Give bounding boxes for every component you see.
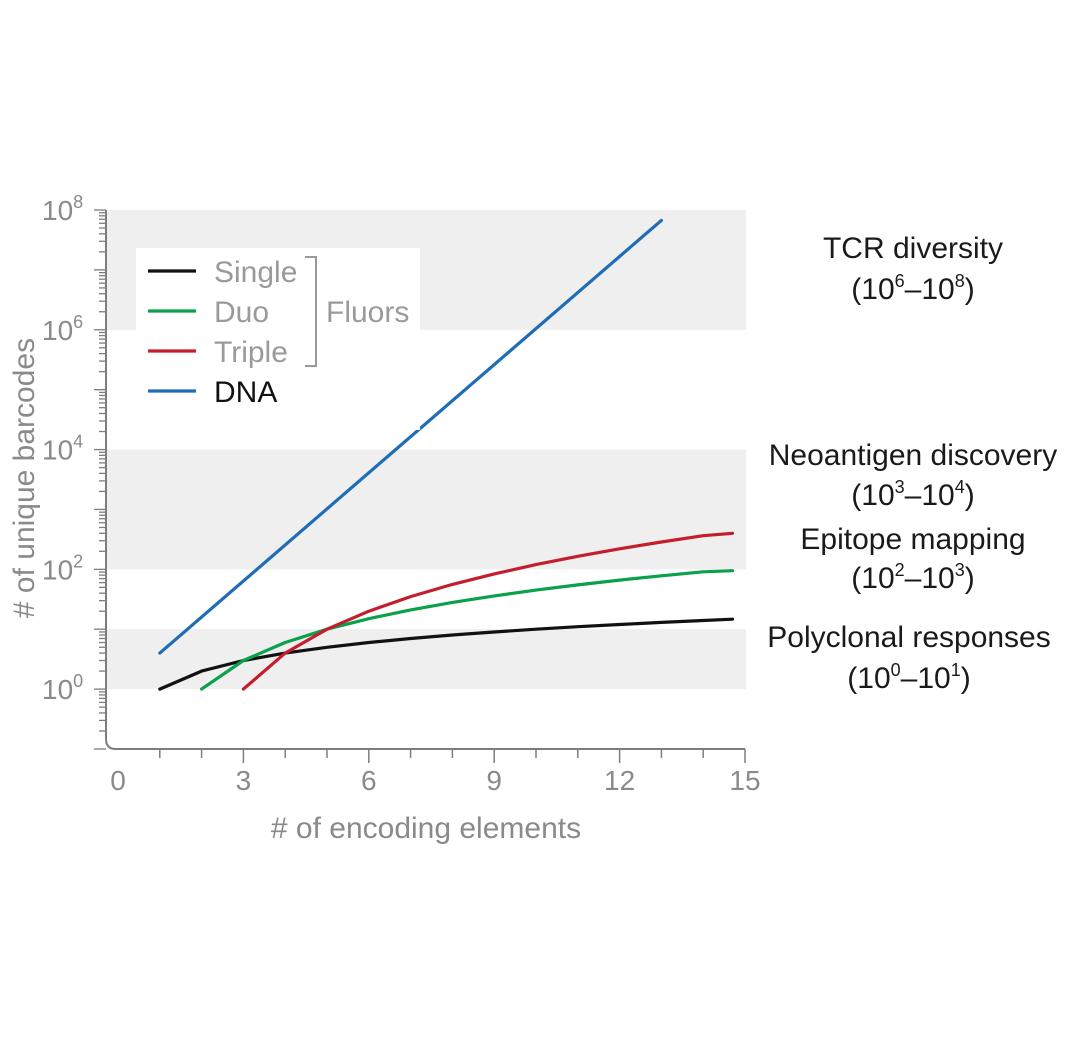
y-tick-label: 102 xyxy=(42,551,83,585)
region-range: (102–103) xyxy=(851,560,974,595)
x-tick-label: 9 xyxy=(486,765,502,796)
legend-label-duo: Duo xyxy=(214,296,269,329)
region-label: TCR diversity xyxy=(823,232,1003,265)
region-bands xyxy=(106,210,746,690)
region-labels: TCR diversity (106–108) Neoantigen discove… xyxy=(767,232,1057,695)
series-line-dna xyxy=(158,218,664,655)
x-tick-label: 0 xyxy=(110,765,126,796)
x-tick-label: 12 xyxy=(604,765,635,796)
legend-bracket xyxy=(305,256,317,367)
legend-box xyxy=(136,248,420,430)
legend-group-label: Fluors xyxy=(326,296,409,329)
x-tick-label: 3 xyxy=(236,765,252,796)
axes: 0 3 6 9 12 15 100 102 104 106 108 xyxy=(42,192,761,796)
series-line-triple xyxy=(241,531,735,691)
region-range: (106–108) xyxy=(851,271,974,306)
region-label: Epitope mapping xyxy=(800,523,1025,556)
region-band xyxy=(106,449,746,510)
region-label: Polyclonal responses xyxy=(767,621,1051,654)
y-axis-title: # of unique barcodes xyxy=(8,338,41,618)
legend-label-dna: DNA xyxy=(214,376,277,409)
y-tick-label: 108 xyxy=(42,192,83,226)
y-tick-label: 104 xyxy=(42,432,83,466)
region-label: Neoantigen discovery xyxy=(769,439,1058,472)
region-band xyxy=(106,509,746,570)
axis-lines xyxy=(105,210,745,750)
series-lines xyxy=(158,218,735,691)
legend: Single Duo Triple DNA Fluors xyxy=(136,248,420,430)
region-range: (100–101) xyxy=(847,660,970,695)
y-tick-label: 106 xyxy=(42,312,83,346)
series-line-single xyxy=(158,617,735,691)
y-tick-label: 100 xyxy=(42,671,83,705)
legend-label-triple: Triple xyxy=(214,336,288,369)
region-band xyxy=(106,629,746,690)
x-tick-label: 15 xyxy=(729,765,760,796)
region-range: (103–104) xyxy=(851,477,974,512)
legend-label-single: Single xyxy=(214,256,297,289)
x-axis-title: # of encoding elements xyxy=(271,812,581,845)
series-line-duo xyxy=(200,569,735,691)
x-tick-label: 6 xyxy=(361,765,377,796)
